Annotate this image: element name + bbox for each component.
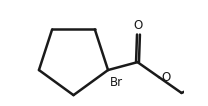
Text: Br: Br (110, 76, 124, 89)
Text: O: O (134, 19, 143, 32)
Text: O: O (161, 71, 170, 84)
